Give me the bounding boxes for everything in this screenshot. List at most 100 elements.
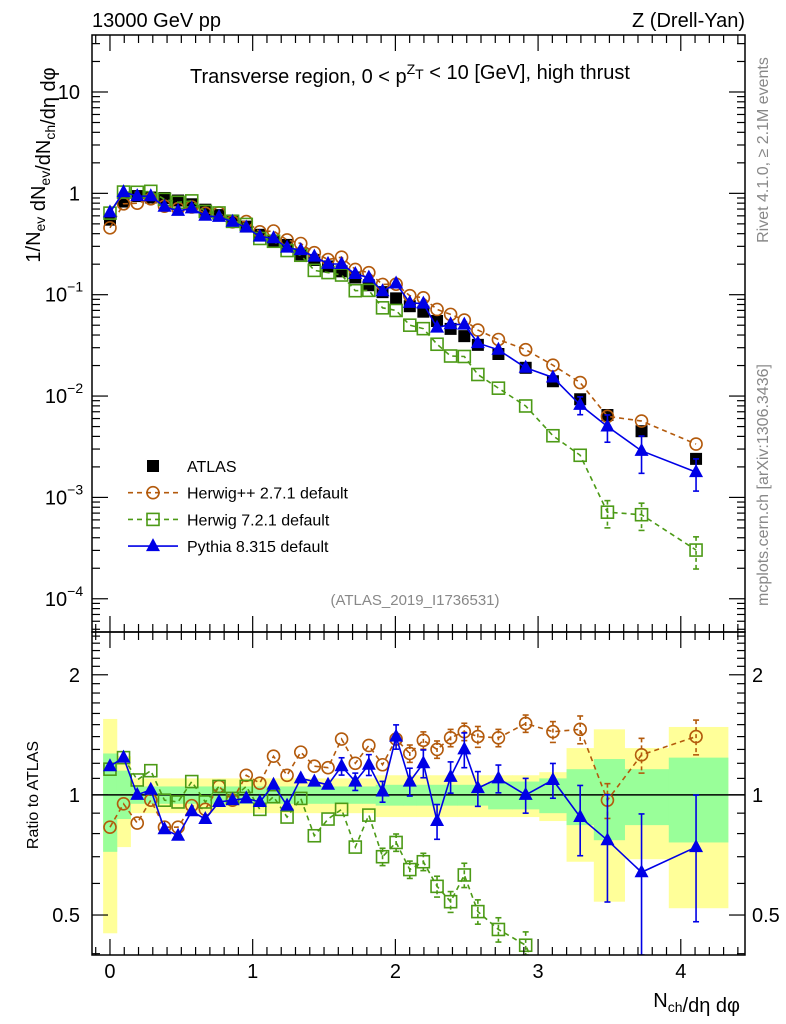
pythia-main-point [573, 396, 588, 410]
pythia-ratio-point [348, 773, 363, 787]
pythia-main-point [443, 316, 458, 330]
herwig-ratio-point [518, 938, 533, 953]
header-right: Z (Drell-Yan) [632, 10, 745, 32]
pythia-main-point [239, 219, 254, 233]
y-tick-exponent: −2 [67, 380, 83, 396]
herwig-ratio-point [266, 789, 281, 804]
pythia-main-point [402, 294, 417, 308]
y-axis-label: 1/Nev dNev/dNch/dη dφ [23, 67, 60, 262]
herwig-ratio-point [471, 904, 485, 919]
uncertainty-band-inner [593, 759, 625, 841]
pythia-ratio-point [157, 821, 172, 835]
pythia-main-point [689, 464, 704, 478]
pythia-main-point [416, 295, 431, 309]
pythia-main-point [321, 255, 336, 269]
herwig-main-point [457, 349, 472, 364]
y-tick-exponent: −1 [67, 279, 83, 295]
herwig-main-point [443, 349, 458, 363]
pythia-ratio-point [545, 771, 560, 785]
pythia-ratio-point [266, 776, 281, 790]
herwigpppp-ratio-point [334, 732, 349, 746]
herwig-ratio-point [402, 862, 417, 877]
pythia-main-point [375, 283, 390, 297]
header-left: 13000 GeV pp [92, 10, 221, 32]
herwig-ratio-point [416, 854, 431, 869]
pythia-ratio-point [518, 786, 533, 800]
pythia-ratio-point [184, 803, 199, 817]
herwig-ratio-point [443, 894, 458, 909]
herwig-ratio-point [457, 868, 472, 882]
pythia-ratio-point [457, 741, 472, 755]
pythia-ratio-point [634, 864, 649, 878]
herwigpppp-ratio-point [573, 722, 587, 737]
legend-marker [147, 460, 159, 472]
analysis-watermark: (ATLAS_2019_I1736531) [330, 592, 499, 609]
pythia-ratio-point [239, 790, 254, 804]
atlas-data-point [458, 330, 471, 343]
y-tick-base: 1 [69, 183, 80, 205]
herwig-main-point [430, 337, 444, 352]
pythia-main-point [348, 266, 363, 280]
ratio-y-tick-label: 1 [69, 785, 80, 807]
pythia-main-point [143, 188, 158, 202]
herwig-main-point [362, 283, 376, 298]
uncertainty-band-inner [103, 753, 118, 852]
legend-label: Herwig++ 2.7.1 default [187, 486, 349, 503]
herwigpppp-main-point [573, 375, 587, 390]
pythia-main-point [212, 208, 227, 222]
pythia-ratio-point [143, 781, 158, 795]
herwig-ratio-point [334, 802, 349, 817]
herwig-main-point [307, 263, 322, 278]
y-tick-label: 10−3 [45, 481, 83, 509]
ratio-plot-frame [91, 631, 746, 956]
herwig-main-point [491, 381, 506, 395]
x-tick-label: 1 [247, 961, 258, 983]
pythia-main-point [225, 213, 240, 227]
herwigpppp-main-point [634, 414, 649, 428]
pythia-main-point [293, 242, 308, 256]
ratio-y-axis-label: Ratio to ATLAS [25, 741, 42, 849]
atlas-data-point [117, 195, 130, 208]
legend: ATLAS Herwig++ 2.7.1 default Herwig 7.2.1 … [128, 459, 349, 556]
pythia-main-point [600, 418, 615, 432]
text-part: /dη dφ [38, 67, 60, 124]
herwig-main-point [546, 428, 560, 443]
pythia-ratio-point [600, 832, 615, 846]
y-tick-base: 10 [58, 82, 80, 104]
pythia-main-point [430, 319, 445, 333]
herwigpppp-ratio-point [402, 746, 417, 761]
plot-title: Transverse region, 0 < pZT < 10 [GeV], h… [190, 61, 630, 88]
herwig-main-point [389, 303, 403, 318]
y-tick-label: 10−1 [45, 279, 83, 307]
pythia-ratio-point [307, 773, 322, 787]
herwig-ratio-point [348, 840, 363, 854]
pythia-main-point [280, 239, 295, 253]
herwigpppp-ratio-point [471, 729, 485, 744]
legend-marker [146, 512, 160, 527]
herwig-ratio-point [184, 774, 199, 789]
herwig-ratio-point [212, 779, 226, 794]
pythia-main-point [545, 369, 560, 383]
herwig-main-point [518, 399, 533, 413]
text-part: /dN [33, 140, 55, 171]
mcplots-label: mcplots.cern.ch [arXiv:1306.3436] [755, 364, 772, 606]
herwigpppp-ratio-point [491, 731, 506, 745]
ratio-y-tick-label: 0.5 [752, 905, 780, 927]
x-tick-label: 4 [675, 961, 686, 983]
pythia-main-point [334, 256, 349, 270]
herwigpppp-ratio-point [253, 776, 267, 790]
pythia-main-point [266, 230, 281, 244]
ratio-y-tick-label: 0.5 [52, 905, 80, 927]
subscript: ch [668, 999, 683, 1015]
herwigpppp-main-point [103, 221, 117, 235]
herwigpppp-ratio-point [293, 745, 308, 759]
herwigpppp-ratio-point [239, 768, 254, 783]
pythia-main-point [389, 275, 404, 289]
pythia-main-point [184, 200, 199, 214]
pythia-main-point [252, 228, 267, 242]
herwig-ratio-point [157, 793, 172, 807]
herwig-ratio-point [491, 922, 506, 937]
rivet-label: Rivet 4.1.0, ≥ 2.1M events [755, 57, 772, 243]
herwig-ratio-point [307, 828, 322, 843]
herwig-ratio-point [171, 795, 185, 809]
